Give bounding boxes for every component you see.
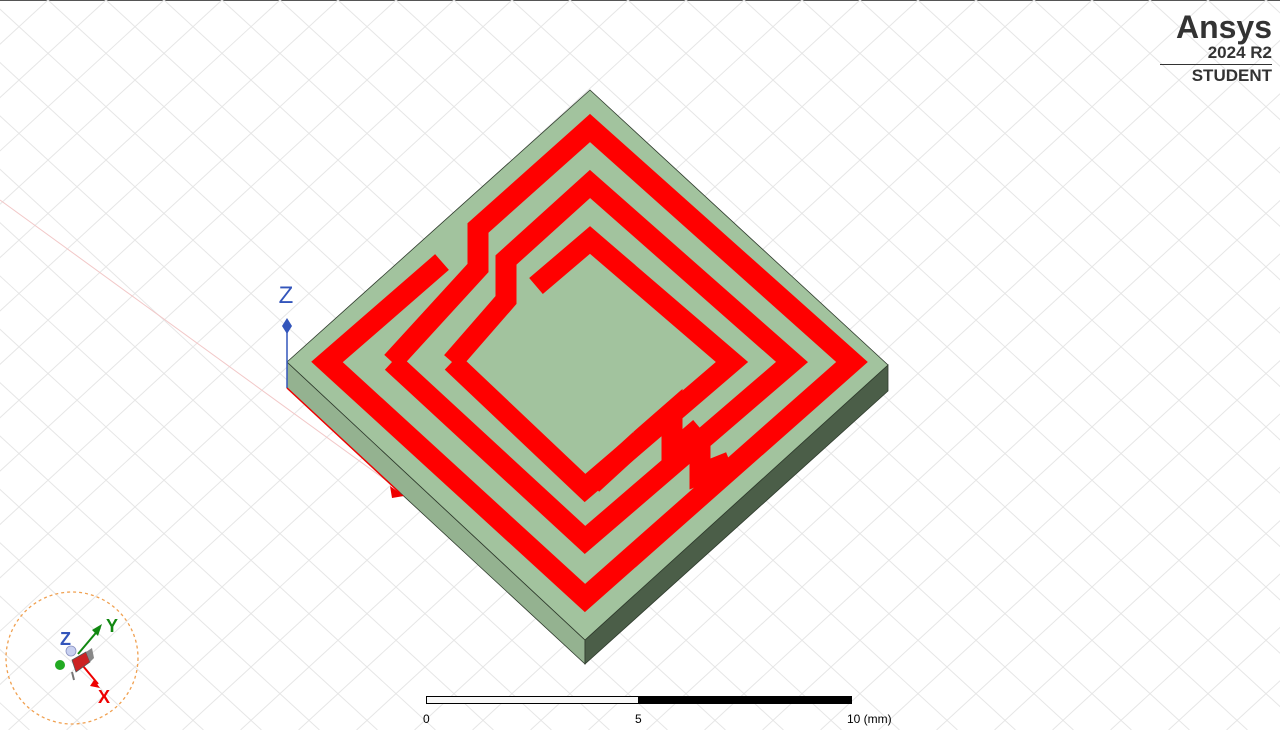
global-x-axis-line (0, 199, 421, 506)
scale-tick-0: 0 (423, 712, 430, 726)
triad-x-label: X (98, 687, 110, 707)
coil-middle-turn (384, 169, 808, 555)
triad-y-label: Y (106, 616, 118, 636)
triad-y-sphere (55, 660, 65, 670)
spiral-coil[interactable] (311, 113, 868, 613)
scale-tick-5: 5 (635, 712, 642, 726)
coil-crossover-right (633, 388, 707, 475)
coil-outer-turn (311, 113, 868, 613)
scale-bar: 0 5 10 (mm) (420, 694, 900, 730)
orientation-triad[interactable]: Y X Z (5, 591, 139, 725)
substrate-top-face (286, 89, 889, 641)
logo-edition: STUDENT (1191, 66, 1272, 85)
triad-z-sphere (65, 645, 77, 657)
global-z-axis: Z (279, 282, 294, 388)
viewport-top-border (0, 0, 1280, 1)
scale-bar-white-segment (426, 696, 638, 704)
scale-bar-black-segment (638, 696, 852, 704)
triad-rotation-circle (5, 591, 139, 725)
coil-inner-lead (584, 432, 648, 492)
substrate-block[interactable] (286, 89, 889, 665)
triad-cube-side (86, 648, 94, 662)
global-z-axis-label: Z (279, 282, 294, 309)
coil-crossover-right-2 (689, 428, 734, 490)
global-x-axis (286, 387, 404, 498)
coil-inner-turn (444, 226, 749, 503)
ansys-logo: Ansys 2024 R2 STUDENT (1160, 10, 1272, 87)
logo-brand-name: Ansys (1175, 9, 1272, 45)
logo-version: 2024 R2 (1160, 44, 1272, 65)
scale-tick-10: 10 (mm) (847, 712, 892, 726)
triad-z-label: Z (60, 629, 71, 649)
